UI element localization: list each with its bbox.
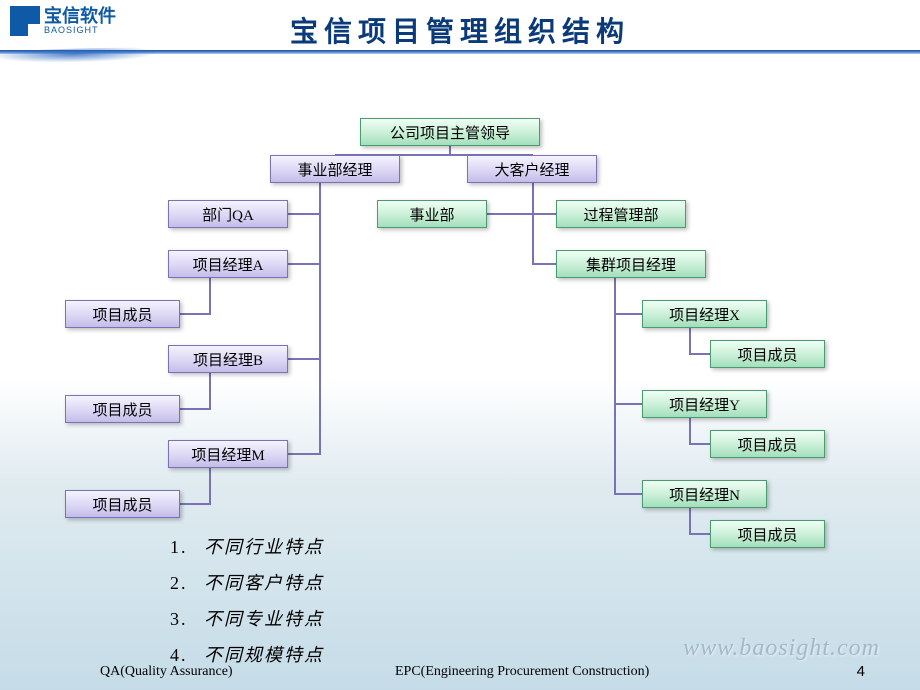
org-node-pmY: 项目经理Y xyxy=(642,390,767,418)
org-node-cluster: 集群项目经理 xyxy=(556,250,706,278)
org-node-memA: 项目成员 xyxy=(65,300,180,328)
org-node-proc: 过程管理部 xyxy=(556,200,686,228)
org-node-pmX: 项目经理X xyxy=(642,300,767,328)
org-node-memX: 项目成员 xyxy=(710,340,825,368)
org-node-memB: 项目成员 xyxy=(65,395,180,423)
org-node-memN: 项目成员 xyxy=(710,520,825,548)
org-node-memY: 项目成员 xyxy=(710,430,825,458)
org-node-acct: 大客户经理 xyxy=(467,155,597,183)
bullet-1: 1.不同行业特点 xyxy=(170,533,324,559)
bullet-list: 1.不同行业特点 2.不同客户特点 3.不同专业特点 4.不同规模特点 xyxy=(170,533,324,677)
org-node-bu: 事业部 xyxy=(377,200,487,228)
org-node-pmB: 项目经理B xyxy=(168,345,288,373)
org-node-root: 公司项目主管领导 xyxy=(360,118,540,146)
bullet-2: 2.不同客户特点 xyxy=(170,569,324,595)
page-title: 宝信项目管理组织结构 xyxy=(0,10,920,50)
org-node-memM: 项目成员 xyxy=(65,490,180,518)
org-node-pmN: 项目经理N xyxy=(642,480,767,508)
footer-left: QA(Quality Assurance) xyxy=(100,664,233,680)
bullet-3: 3.不同专业特点 xyxy=(170,605,324,631)
org-node-qa: 部门QA xyxy=(168,200,288,228)
footer-right: EPC(Engineering Procurement Construction… xyxy=(395,664,649,680)
org-node-pmM: 项目经理M xyxy=(168,440,288,468)
org-node-div: 事业部经理 xyxy=(270,155,400,183)
page-number: 4 xyxy=(857,663,865,680)
watermark: www.baosight.com xyxy=(683,635,880,662)
org-node-pmA: 项目经理A xyxy=(168,250,288,278)
